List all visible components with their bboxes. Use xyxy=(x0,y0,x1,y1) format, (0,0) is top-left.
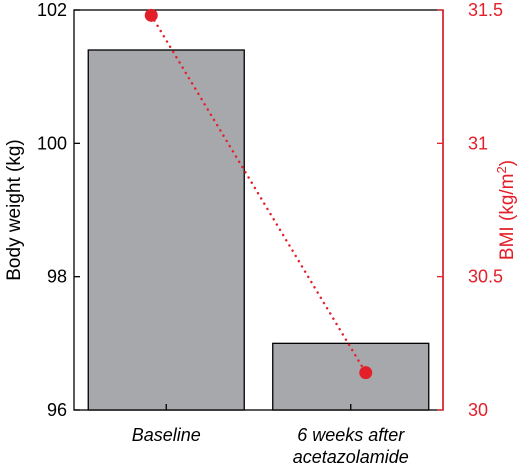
left-axis-title: Body weight (kg) xyxy=(4,139,25,281)
right-tick-label-2: 31 xyxy=(468,133,488,153)
bmi-line xyxy=(150,14,367,374)
category-label-0-0: Baseline xyxy=(132,425,201,445)
bar-1 xyxy=(272,342,430,411)
left-tick-label-1: 98 xyxy=(47,267,67,287)
left-tick-label-3: 102 xyxy=(37,0,67,20)
right-axis-title-end: ) xyxy=(497,160,518,166)
right-axis-title-main: BMI (kg/m xyxy=(497,174,518,261)
bmi-point-1 xyxy=(359,366,373,380)
left-tick-label-2: 100 xyxy=(37,133,67,153)
bmi-point-0 xyxy=(144,8,158,22)
right-axis-title-sup: 2 xyxy=(494,166,509,173)
left-tick-label-0: 96 xyxy=(47,400,67,420)
right-axis-title: BMI (kg/m2) xyxy=(494,160,518,260)
right-tick-label-3: 31.5 xyxy=(468,0,503,20)
right-tick-label-0: 30 xyxy=(468,400,488,420)
category-label-1-0: 6 weeks after xyxy=(297,425,405,445)
category-label-1-1: acetazolamide xyxy=(293,447,409,467)
bar-0 xyxy=(87,49,245,411)
right-tick-label-1: 30.5 xyxy=(468,267,503,287)
